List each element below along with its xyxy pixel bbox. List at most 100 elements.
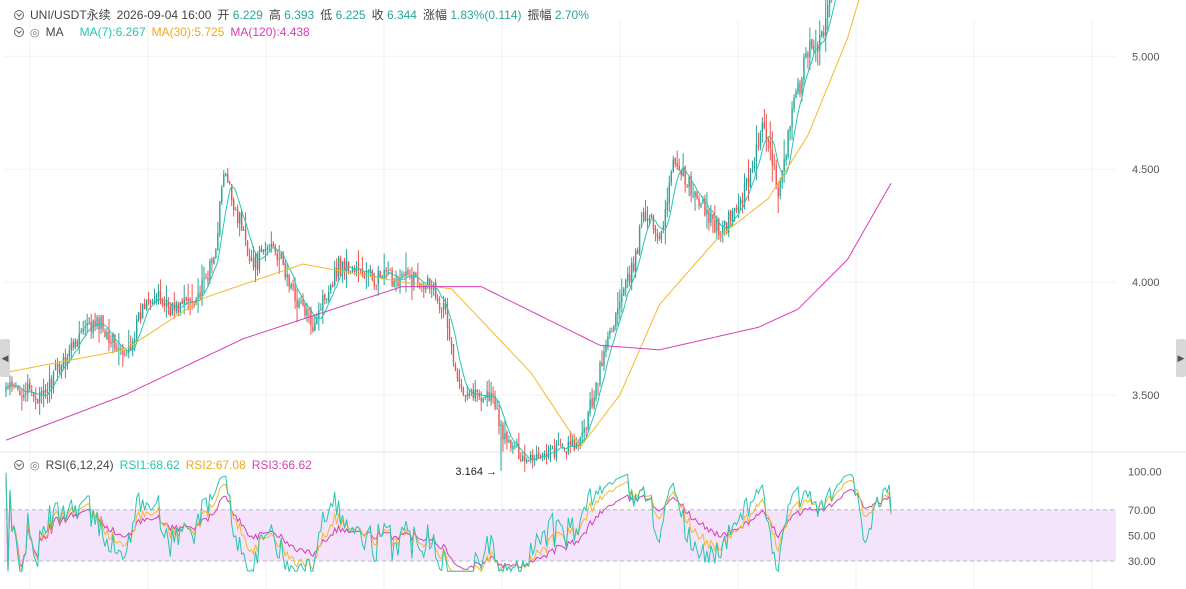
candle-body — [811, 39, 813, 49]
candle-body — [332, 284, 334, 286]
candle-body — [130, 344, 132, 350]
candle-body — [458, 377, 461, 383]
candle-body — [520, 459, 522, 461]
candle-body — [660, 230, 663, 240]
candle-body — [684, 166, 686, 185]
candle-body — [733, 208, 736, 211]
candle-body — [355, 267, 358, 272]
candle-body — [666, 202, 669, 210]
candle-body — [165, 302, 168, 307]
rsi-axis: 30.00 50.00 70.00 100.00 — [1128, 466, 1162, 568]
candle-body — [106, 331, 108, 339]
candle-body — [62, 357, 65, 367]
candle-body — [155, 297, 158, 302]
candle-body — [244, 228, 247, 241]
candle-body — [589, 399, 591, 414]
change-value: 1.83%(0.114) — [450, 8, 522, 22]
candle-body — [9, 382, 11, 389]
candle-body — [658, 236, 661, 239]
candle-body — [710, 212, 712, 223]
candle-body — [427, 277, 429, 288]
candle-body — [185, 296, 187, 300]
candle-body — [316, 319, 318, 324]
candle-body — [124, 353, 126, 355]
rsi-tick-label: 100.00 — [1128, 466, 1162, 478]
candle-body — [211, 259, 213, 263]
candle-body — [375, 284, 377, 286]
candle-body — [739, 200, 742, 205]
eye-icon[interactable]: ◎ — [30, 459, 40, 472]
candle-body — [112, 333, 114, 343]
rsi1-line — [5, 472, 892, 574]
candle-body — [496, 408, 498, 410]
candle-body — [183, 298, 185, 305]
candle-body — [189, 299, 191, 301]
candle-body — [454, 363, 457, 370]
candle-body — [383, 270, 385, 277]
candle-body — [343, 260, 346, 273]
candle-body — [751, 167, 754, 169]
chevron-right-icon[interactable]: ▶ — [1176, 339, 1186, 377]
candle-body — [114, 334, 116, 349]
close-value: 6.344 — [386, 8, 417, 22]
candle-body — [328, 292, 330, 301]
candle-body — [347, 261, 350, 272]
candle-body — [785, 155, 787, 161]
candle-body — [650, 213, 653, 218]
candle-body — [476, 389, 478, 392]
candle-body — [821, 30, 823, 37]
candle-body — [634, 250, 637, 272]
eye-icon[interactable]: ◎ — [30, 26, 40, 39]
candle-body — [682, 167, 684, 177]
candle-body — [217, 233, 219, 251]
candle-body — [518, 443, 520, 460]
candle-body — [102, 315, 104, 330]
low-value: 6.225 — [335, 8, 366, 22]
candle-body — [696, 192, 698, 199]
candle-body — [294, 286, 296, 301]
candle-body — [702, 199, 704, 203]
price-tick-label: 4.000 — [1132, 277, 1160, 289]
candle-body — [636, 249, 639, 254]
candle-body — [250, 259, 253, 261]
candle-body — [563, 447, 566, 450]
candle-body — [268, 247, 271, 249]
candle-body — [632, 263, 635, 272]
chevron-left-icon[interactable]: ◀ — [0, 339, 10, 377]
candle-body — [248, 256, 251, 262]
candle-body — [314, 322, 316, 331]
candle-body — [512, 446, 514, 450]
candle-body — [337, 257, 340, 277]
candle-body — [654, 227, 657, 233]
candle-body — [625, 279, 627, 289]
candle-body — [478, 393, 480, 397]
chevron-down-icon[interactable] — [14, 27, 24, 37]
candle-body — [306, 309, 308, 316]
candle-body — [510, 440, 512, 449]
candle-body — [807, 53, 809, 57]
candle-body — [551, 446, 554, 448]
candle-body — [213, 257, 215, 264]
chevron-down-icon[interactable] — [14, 460, 24, 470]
candle-body — [286, 274, 288, 278]
candle-body — [694, 191, 696, 197]
candle-body — [597, 383, 599, 385]
candle-body — [716, 219, 718, 231]
candle-body — [640, 222, 643, 226]
candle-body — [676, 163, 678, 167]
candle-body — [29, 382, 31, 390]
rsi2-line — [5, 472, 892, 573]
candle-body — [464, 395, 467, 397]
chevron-down-icon[interactable] — [14, 9, 24, 20]
candle-body — [219, 201, 221, 235]
candle-body — [617, 308, 619, 314]
candle-body — [240, 211, 243, 231]
candle-body — [411, 275, 413, 287]
low-label: 低 — [320, 8, 333, 22]
candle-body — [409, 274, 411, 276]
candle-body — [330, 284, 332, 292]
ma120-value: MA(120):4.438 — [230, 25, 310, 39]
candle-body — [755, 144, 758, 162]
candle-body — [828, 0, 831, 5]
